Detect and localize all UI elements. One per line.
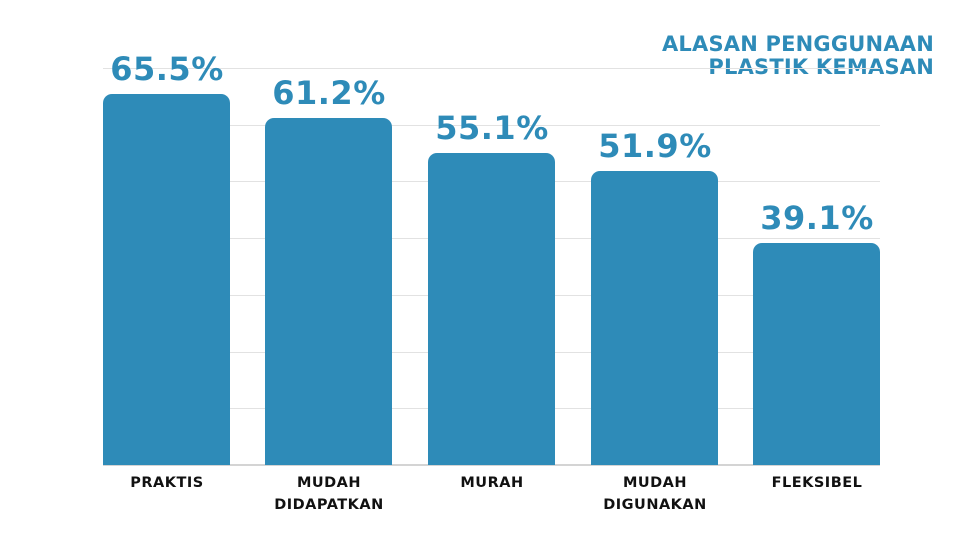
category-label-line-1: MUDAH [296, 475, 362, 491]
category-label: FLEKSIBEL [737, 472, 897, 494]
category-label-line-2: DIDAPATKAN [274, 497, 384, 513]
bar [753, 243, 880, 465]
category-label: MURAH [412, 472, 572, 494]
gridline [103, 68, 880, 69]
category-label-line-1: MURAH [460, 475, 524, 491]
category-label-line-1: FLEKSIBEL [771, 475, 863, 491]
category-label: MUDAH DIDAPATKAN [249, 472, 409, 516]
bar-value-label: 55.1% [435, 109, 549, 147]
chart-title: ALASAN PENGGUNAAN PLASTIK KEMASAN [662, 33, 934, 79]
chart-title-line-2: PLASTIK KEMASAN [708, 55, 934, 79]
category-label: PRAKTIS [87, 472, 247, 494]
plot-area: 65.5% PRAKTIS 61.2% MUDAH DIDAPATKAN 55.1% MUR… [103, 0, 880, 513]
category-label-line-2: DIGUNAKAN [603, 497, 707, 513]
bar [428, 153, 555, 465]
category-label-line-1: MUDAH [622, 475, 688, 491]
bar [103, 94, 230, 465]
bar-value-label: 51.9% [598, 127, 712, 165]
category-label: MUDAH DIGUNAKAN [575, 472, 735, 516]
bar-value-label: 65.5% [110, 50, 224, 88]
category-label-line-1: PRAKTIS [130, 475, 204, 491]
bar [265, 118, 392, 465]
x-axis-baseline [103, 464, 880, 466]
bar-value-label: 61.2% [272, 74, 386, 112]
chart-title-line-1: ALASAN PENGGUNAAN [661, 32, 934, 56]
bar-value-label: 39.1% [760, 199, 874, 237]
gridline [103, 125, 880, 126]
bar [591, 171, 718, 465]
